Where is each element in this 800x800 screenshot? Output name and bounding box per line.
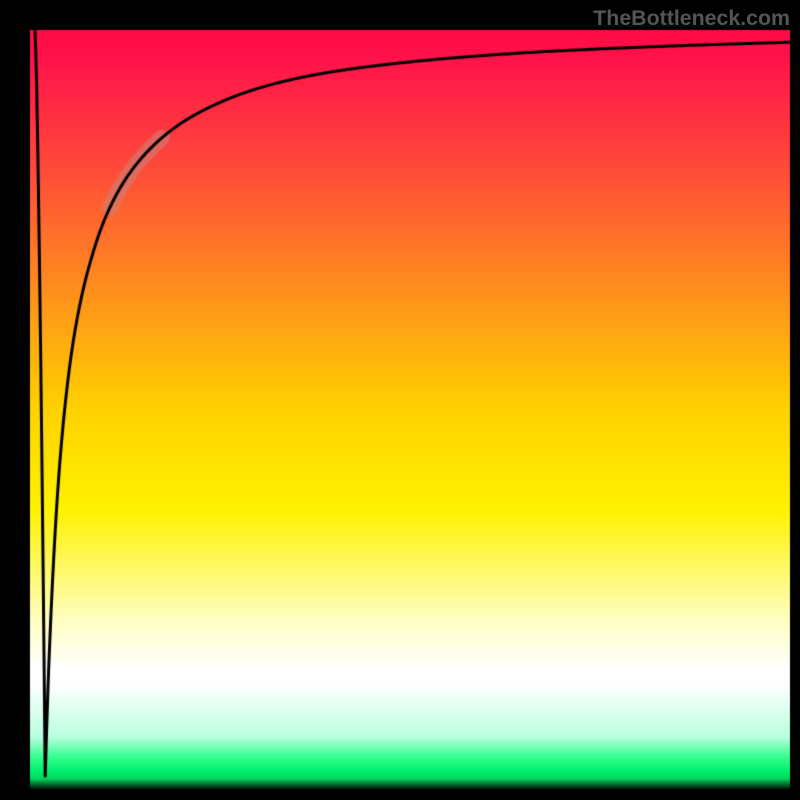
curve-layer <box>0 0 800 800</box>
watermark-text: TheBottleneck.com <box>593 6 790 31</box>
chart-figure: TheBottleneck.com <box>0 0 800 800</box>
